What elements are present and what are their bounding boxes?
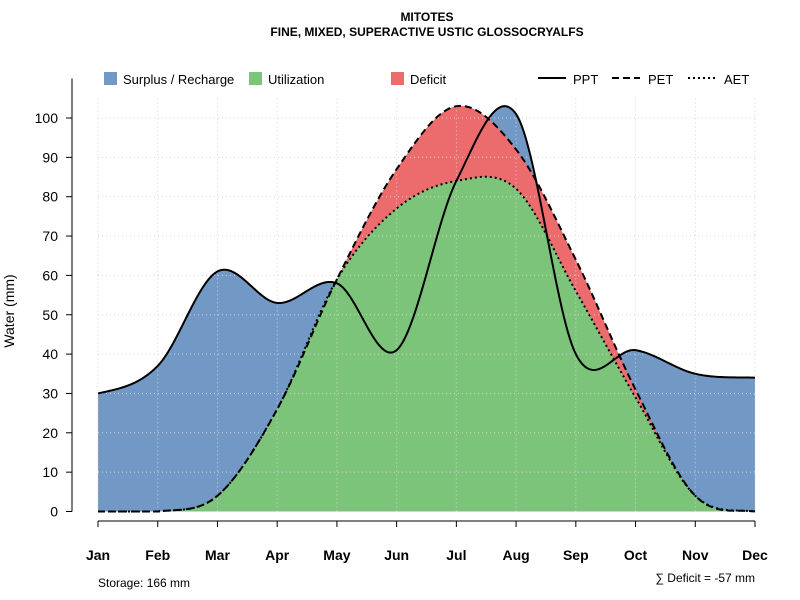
y-tick-label: 50	[42, 307, 58, 323]
legend-swatch-deficit	[391, 72, 404, 85]
legend-swatch-surplus	[104, 72, 117, 85]
utilization-area	[98, 176, 755, 512]
x-tick-label: Apr	[265, 547, 290, 563]
x-tick-label: Sep	[563, 547, 589, 563]
series-line-aet	[98, 175, 756, 513]
y-axis-label: Water (mm)	[1, 274, 17, 347]
y-tick-label: 40	[42, 346, 58, 362]
y-tick-label: 10	[42, 464, 58, 480]
x-tick-label: Mar	[205, 547, 230, 563]
legend-swatch-utilization	[249, 72, 262, 85]
y-tick-label: 20	[42, 425, 58, 441]
y-tick-label: 60	[42, 267, 58, 283]
deficit-note: ∑ Deficit = -57 mm	[655, 571, 755, 585]
x-tick-label: Oct	[624, 547, 648, 563]
legend-label-surplus: Surplus / Recharge	[123, 72, 234, 87]
legend-label-ppt: PPT	[573, 72, 598, 87]
x-tick-label: May	[323, 547, 350, 563]
storage-note: Storage: 166 mm	[98, 576, 190, 590]
chart-subtitle: FINE, MIXED, SUPERACTIVE USTIC GLOSSOCRY…	[270, 25, 583, 39]
y-tick-label: 0	[50, 504, 58, 520]
legend-label-aet: AET	[724, 72, 749, 87]
series-line-ppt	[97, 105, 756, 395]
x-tick-label: Nov	[682, 547, 709, 563]
y-tick-label: 70	[42, 228, 58, 244]
x-tick-label: Aug	[502, 547, 529, 563]
x-tick-label: Jul	[446, 547, 466, 563]
legend: Surplus / Recharge Utilization Deficit P…	[104, 72, 749, 87]
legend-label-deficit: Deficit	[410, 72, 447, 87]
x-tick-label: Jan	[86, 547, 110, 563]
legend-label-pet: PET	[648, 72, 673, 87]
y-tick-label: 80	[42, 189, 58, 205]
y-tick-label: 30	[42, 385, 58, 401]
legend-label-utilization: Utilization	[268, 72, 324, 87]
y-tick-label: 90	[42, 149, 58, 165]
plot-area: 0 10 20 30 40 50 60 70 80 90 100 Jan Feb Mar Apr May Jun…	[35, 78, 768, 563]
x-tick-label: Jun	[384, 547, 409, 563]
y-tick-label: 100	[35, 110, 59, 126]
x-tick-label: Feb	[145, 547, 170, 563]
chart-title: MITOTES	[400, 10, 453, 24]
x-tick-label: Dec	[742, 547, 768, 563]
